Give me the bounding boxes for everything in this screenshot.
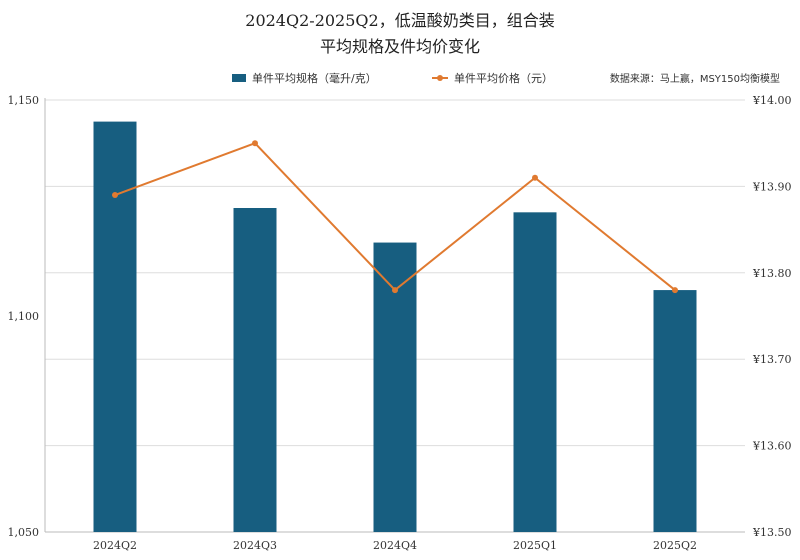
bar — [653, 290, 697, 532]
source-note: 数据来源：马上赢，MSY150均衡模型 — [609, 74, 780, 85]
y-left-tick-label: 1,150 — [8, 94, 40, 107]
price-point — [252, 140, 258, 147]
bar — [513, 212, 557, 532]
legend-label-bar-series: 单件平均规格（毫升/克） — [252, 72, 377, 85]
x-tick-label: 2024Q4 — [373, 539, 417, 552]
y-right-tick-label: ¥13.90 — [752, 180, 792, 193]
legend-line-swatch-icon — [432, 73, 448, 83]
y-right-tick-label: ¥14.00 — [752, 94, 792, 107]
x-tick-label: 2024Q2 — [93, 539, 137, 552]
x-tick-label: 2025Q1 — [513, 539, 557, 552]
y-right-tick-label: ¥13.60 — [752, 440, 792, 453]
x-tick-label: 2025Q2 — [653, 539, 697, 552]
y-right-tick-label: ¥13.70 — [752, 353, 792, 366]
bar — [373, 242, 417, 532]
y-left-tick-label: 1,050 — [8, 526, 40, 539]
legend-item-bar-series: 单件平均规格（毫升/克） — [232, 70, 377, 86]
price-point — [392, 287, 398, 294]
legend-item-line-series: 单件平均价格（元） — [432, 70, 553, 86]
chart-title: 2024Q2-2025Q2，低温酸奶类目，组合装 平均规格及件均价变化 — [0, 8, 800, 60]
y-right-tick-label: ¥13.50 — [752, 526, 792, 539]
price-point — [112, 192, 118, 199]
x-tick-label: 2024Q3 — [233, 539, 277, 552]
bar — [93, 121, 137, 532]
bar — [233, 208, 277, 532]
y-right-tick-label: ¥13.80 — [752, 267, 792, 280]
price-point — [532, 174, 538, 181]
y-left-tick-label: 1,100 — [8, 310, 40, 323]
legend-bar-swatch-icon — [232, 74, 246, 82]
price-point — [672, 287, 678, 294]
chart-title-line-1: 2024Q2-2025Q2，低温酸奶类目，组合装 — [245, 11, 555, 30]
chart-title-line-2: 平均规格及件均价变化 — [319, 37, 480, 56]
legend-label-line-series: 单件平均价格（元） — [454, 72, 553, 85]
